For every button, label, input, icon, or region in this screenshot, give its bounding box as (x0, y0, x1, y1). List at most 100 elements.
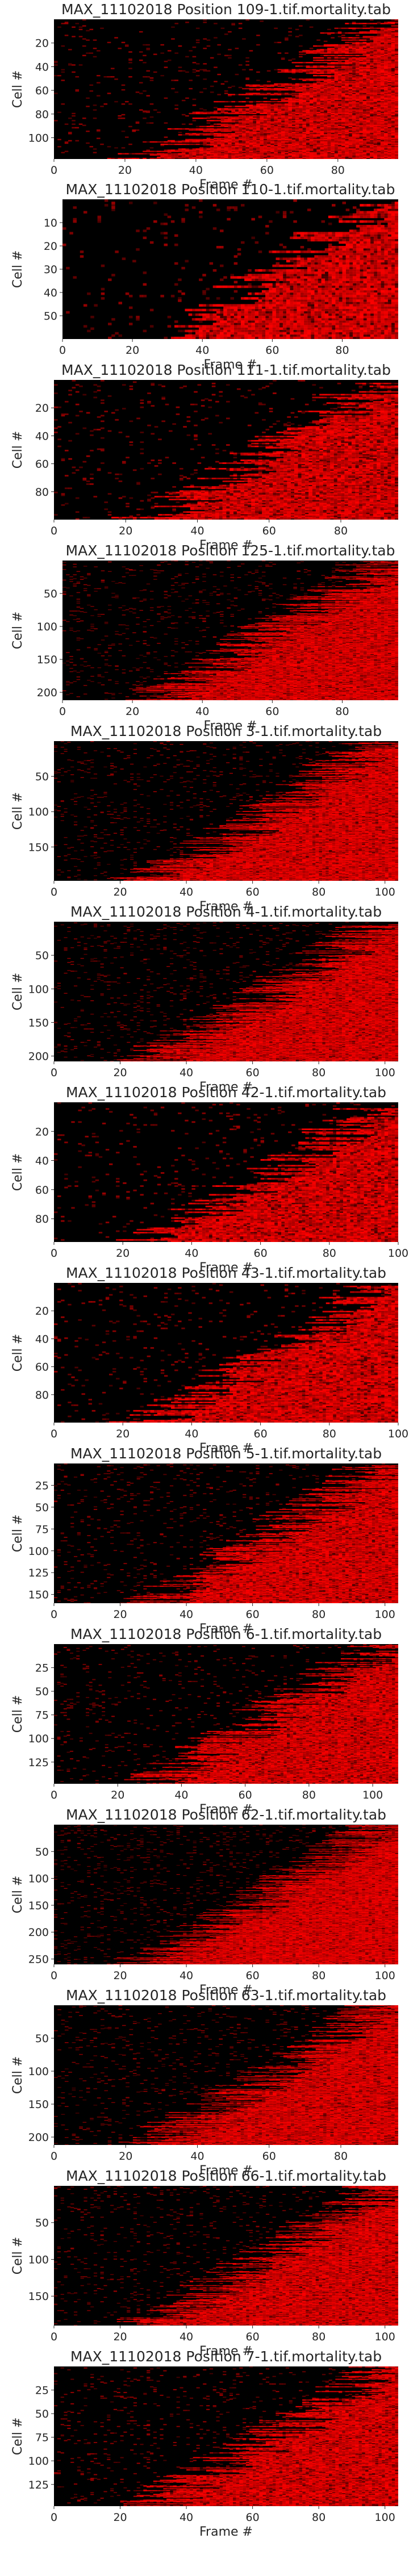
heatmap-cell (377, 42, 381, 43)
heatmap-cell (341, 65, 345, 66)
heatmap-cell (203, 150, 207, 152)
heatmap-cell (359, 132, 363, 133)
heatmap-cell (313, 109, 317, 110)
heatmap-cell (377, 152, 381, 153)
heatmap-cell (373, 91, 377, 93)
heatmap-cell (75, 140, 79, 141)
heatmap-cell (349, 37, 353, 38)
heatmap-cell (239, 135, 243, 136)
heatmap-cell (278, 42, 282, 43)
heatmap-cell (384, 121, 388, 122)
heatmap-cell (391, 23, 395, 24)
heatmap-cell (359, 106, 363, 107)
heatmap-cell (377, 58, 381, 60)
heatmap-cell (377, 78, 381, 80)
heatmap-cell (193, 62, 197, 63)
heatmap-cell (352, 81, 356, 82)
heatmap-cell (203, 149, 207, 150)
heatmap-cell (359, 94, 363, 95)
heatmap-cell (338, 49, 342, 50)
heatmap-cell (267, 134, 271, 135)
heatmap-cell (278, 118, 282, 119)
heatmap-cell (171, 220, 175, 223)
heatmap-cell (345, 90, 349, 91)
heatmap-cell (363, 153, 367, 154)
heatmap-cell (178, 148, 182, 149)
heatmap-cell (349, 80, 353, 81)
heatmap-cell (391, 31, 395, 32)
heatmap-cell (363, 140, 367, 141)
heatmap-cell (313, 152, 317, 153)
heatmap-cell (221, 113, 225, 114)
heatmap-cell (239, 113, 243, 114)
heatmap-cell (327, 114, 331, 115)
heatmap-cell (341, 50, 345, 51)
heatmap-cell (54, 64, 58, 65)
heatmap-cell (320, 148, 324, 149)
heatmap-cell (288, 129, 292, 131)
heatmap-cell (359, 45, 363, 47)
heatmap-cell (221, 152, 225, 153)
heatmap-cell (349, 153, 353, 154)
heatmap-cell (253, 89, 257, 90)
heatmap-cell (377, 146, 381, 147)
heatmap-cell (331, 82, 335, 83)
heatmap-cell (339, 239, 343, 241)
heatmap-cell (253, 137, 257, 139)
heatmap-cell (345, 68, 349, 69)
heatmap-cell (356, 150, 360, 152)
heatmap-cell (316, 139, 320, 140)
heatmap-cell (353, 214, 357, 216)
heatmap-cell (320, 150, 324, 152)
heatmap-cell (335, 52, 339, 53)
heatmap-cell (352, 75, 356, 76)
heatmap-cell (384, 150, 388, 152)
heatmap-cell (384, 50, 388, 51)
heatmap-cell (331, 57, 335, 58)
heatmap-cell (395, 81, 399, 82)
heatmap-cell (313, 60, 317, 61)
heatmap-cell (341, 132, 345, 133)
heatmap-cell (345, 88, 349, 89)
heatmap-cell (338, 45, 342, 47)
heatmap-cell (278, 94, 282, 95)
heatmap-cell (320, 83, 324, 85)
heatmap-cell (356, 63, 360, 64)
heatmap-cell (363, 86, 367, 87)
heatmap-cell (139, 109, 143, 110)
heatmap-cell (295, 128, 299, 129)
heatmap-cell (320, 113, 324, 114)
heatmap-cell (299, 133, 303, 134)
heatmap-cell (164, 214, 168, 216)
heatmap-cell (335, 248, 339, 250)
heatmap-cell (370, 100, 374, 101)
heatmap-cell (327, 134, 331, 135)
heatmap-cell (143, 150, 147, 152)
heatmap-cell (278, 52, 282, 53)
heatmap-cell (288, 60, 292, 61)
heatmap-cell (338, 69, 342, 70)
heatmap-cell (356, 225, 360, 227)
heatmap-cell (349, 158, 353, 159)
heatmap-cell (193, 141, 197, 143)
heatmap-cell (338, 148, 342, 149)
heatmap-cell (327, 83, 331, 85)
heatmap-cell (253, 143, 257, 144)
heatmap-cell (299, 145, 303, 146)
heatmap-cell (274, 144, 278, 145)
heatmap-cell (220, 229, 224, 232)
heatmap-cell (370, 95, 374, 96)
heatmap-cell (214, 139, 218, 140)
heatmap-cell (373, 55, 377, 56)
heatmap-cell (256, 149, 260, 150)
heatmap-cell (217, 135, 221, 136)
heatmap-cell (228, 31, 232, 32)
heatmap-cell (267, 139, 271, 140)
heatmap-cell (260, 128, 264, 129)
heatmap-cell (160, 75, 164, 76)
heatmap-cell (373, 39, 377, 40)
heatmap-cell (306, 125, 310, 126)
heatmap-cell (320, 86, 324, 87)
heatmap-cell (388, 211, 392, 214)
heatmap-cell (373, 86, 377, 87)
